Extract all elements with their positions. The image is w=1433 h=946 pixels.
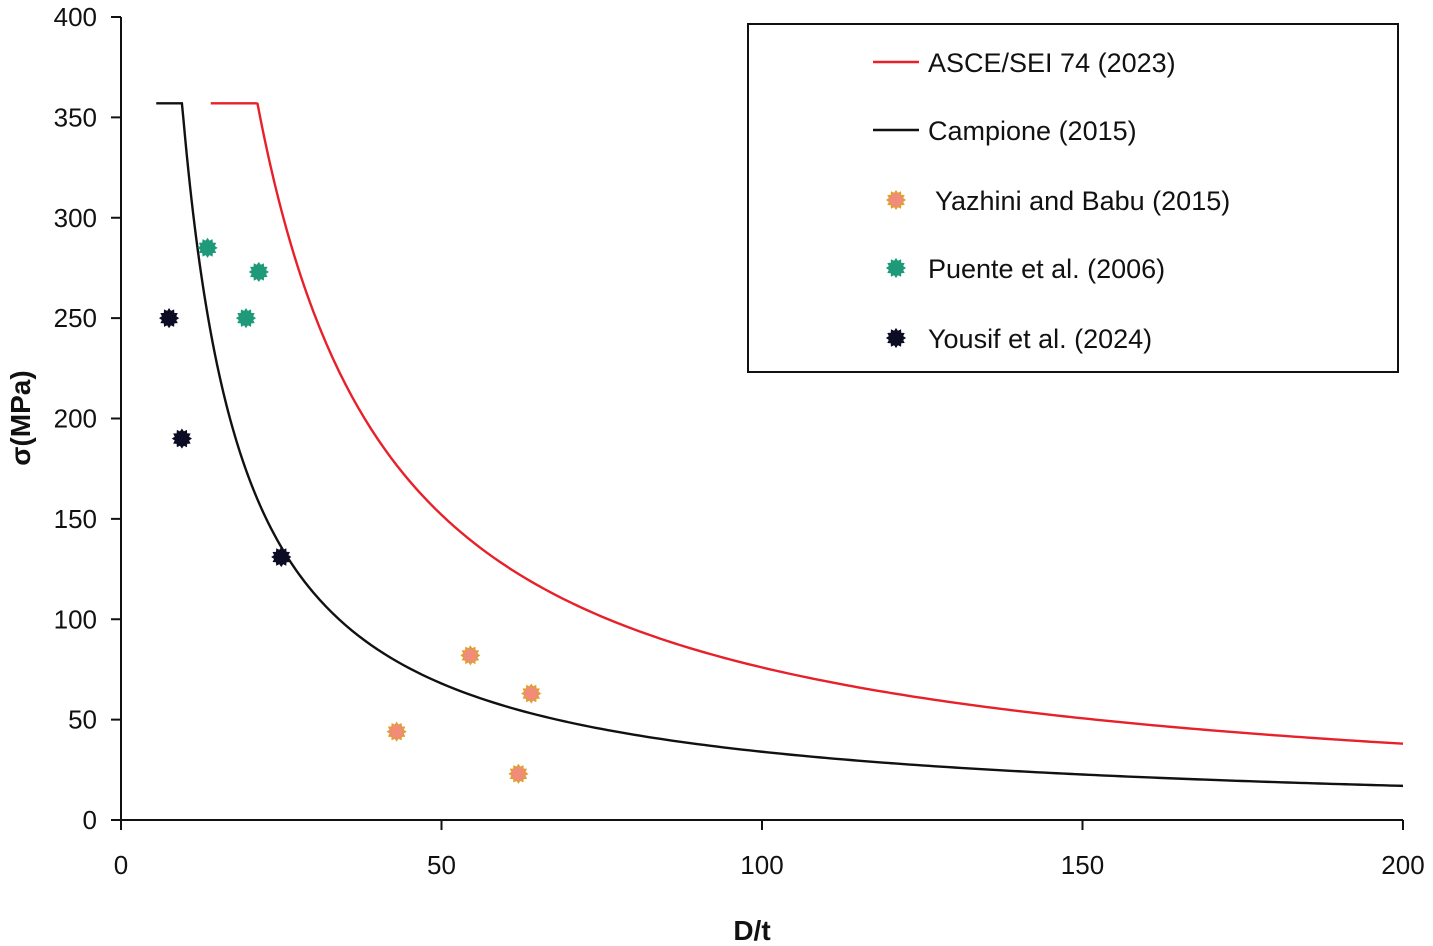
y-tick-label: 50	[68, 705, 97, 735]
data-point	[508, 763, 529, 784]
data-point	[197, 237, 218, 258]
legend-marker-4	[885, 327, 907, 349]
legend-label-0: ASCE/SEI 74 (2023)	[928, 48, 1176, 78]
legend-box	[747, 23, 1399, 373]
y-tick-label: 400	[54, 2, 97, 32]
data-point	[271, 546, 292, 568]
legend: ASCE/SEI 74 (2023) Campione (2015) Yazhin…	[747, 23, 1399, 373]
y-tick-label: 100	[54, 604, 97, 634]
legend-label-1: Campione (2015)	[928, 116, 1137, 146]
data-point	[460, 645, 481, 666]
legend-label-4: Yousif et al. (2024)	[928, 324, 1152, 354]
x-tick-label: 50	[427, 850, 456, 880]
x-ticks: 0 50 100 150 200	[114, 820, 1425, 880]
data-point	[235, 308, 257, 329]
y-tick-label: 150	[54, 504, 97, 534]
y-tick-label: 250	[54, 303, 97, 333]
x-tick-label: 150	[1061, 850, 1104, 880]
data-point	[386, 721, 407, 742]
x-tick-label: 0	[114, 850, 128, 880]
x-tick-label: 100	[740, 850, 783, 880]
legend-label-3: Puente et al. (2006)	[928, 254, 1165, 284]
data-point	[248, 261, 269, 283]
legend-marker-2	[885, 189, 907, 211]
x-tick-label: 200	[1381, 850, 1424, 880]
y-tick-label: 300	[54, 203, 97, 233]
y-axis-title: σ(MPa)	[5, 370, 36, 465]
series-line-1	[156, 102, 1404, 788]
data-point	[171, 428, 192, 449]
data-point	[158, 308, 180, 329]
series-line-0	[210, 102, 1404, 745]
series-lines	[156, 102, 1404, 788]
y-tick-label: 200	[54, 404, 97, 434]
y-tick-label: 350	[54, 102, 97, 132]
series-points	[158, 237, 542, 784]
y-tick-label: 0	[83, 805, 97, 835]
y-ticks: 0 50 100 150 200 250 300 350 400	[54, 2, 121, 835]
legend-label-2: Yazhini and Babu (2015)	[928, 186, 1230, 216]
x-axis-title: D/t	[733, 915, 770, 946]
data-point	[521, 683, 542, 704]
legend-marker-3	[885, 257, 907, 279]
